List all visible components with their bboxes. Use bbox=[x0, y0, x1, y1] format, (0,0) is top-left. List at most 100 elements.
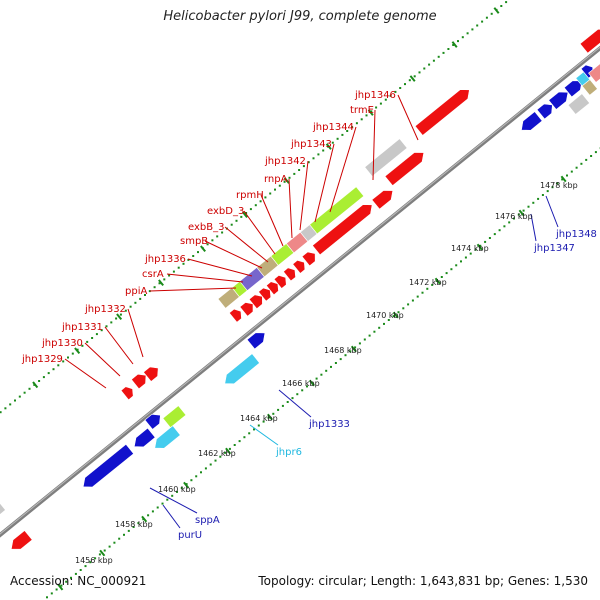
tick-mark bbox=[367, 109, 374, 116]
leader-line bbox=[372, 109, 376, 181]
tick-dot bbox=[50, 592, 53, 595]
gene-label: jhp1347 bbox=[533, 243, 575, 254]
leader-line bbox=[64, 358, 107, 389]
tick-dot bbox=[394, 90, 397, 93]
tick-dot bbox=[532, 201, 535, 204]
label-leader-lines bbox=[64, 94, 559, 529]
tick-dot bbox=[298, 169, 301, 171]
tick-dot bbox=[243, 436, 246, 439]
tick-dot bbox=[546, 190, 549, 193]
tick-dot bbox=[428, 63, 431, 66]
tick-dot bbox=[320, 373, 323, 376]
gene-arrow bbox=[0, 502, 6, 515]
tick-dot bbox=[580, 162, 583, 165]
tick-dot bbox=[566, 174, 568, 177]
tick-dot bbox=[522, 209, 525, 212]
tick-dot bbox=[166, 498, 169, 501]
tick-dot bbox=[344, 354, 347, 357]
tick-dot bbox=[168, 274, 171, 277]
tick-dot bbox=[442, 51, 445, 54]
tick-dot bbox=[182, 262, 185, 265]
tick-dot bbox=[296, 393, 299, 396]
tick-dot bbox=[503, 225, 506, 228]
tick-dot bbox=[278, 184, 281, 187]
tick-dot bbox=[134, 301, 137, 304]
leader-line bbox=[149, 287, 237, 292]
tick-dot bbox=[402, 307, 405, 310]
tick-dot bbox=[42, 376, 45, 379]
gene-arrow bbox=[563, 80, 583, 98]
tick-mark bbox=[225, 447, 232, 455]
tick-mark bbox=[267, 413, 273, 421]
tick-dot bbox=[9, 403, 12, 406]
tick-dot bbox=[411, 299, 414, 302]
gene-arrow bbox=[258, 287, 272, 302]
tick-dot bbox=[139, 297, 142, 300]
gene-arrow bbox=[292, 259, 306, 274]
backbone-line bbox=[0, 45, 600, 538]
tick-dot bbox=[291, 397, 294, 400]
tick-dot bbox=[245, 212, 248, 214]
tick-dot bbox=[383, 322, 385, 325]
genome-summary-text: Topology: circular; Length: 1,643,831 bp… bbox=[258, 574, 588, 588]
tick-dot bbox=[370, 110, 373, 113]
tick-dot bbox=[180, 487, 183, 489]
scale-tick-label: 1470 kbp bbox=[366, 311, 404, 320]
tick-dot bbox=[115, 317, 118, 320]
tick-dot bbox=[148, 290, 151, 293]
tick-dot bbox=[65, 580, 68, 583]
tick-dot bbox=[416, 295, 419, 298]
tick-dot bbox=[233, 444, 236, 446]
leader-line bbox=[530, 213, 537, 242]
tick-dot bbox=[249, 208, 252, 211]
tick-dot bbox=[307, 161, 310, 164]
tick-dot bbox=[330, 365, 332, 368]
tick-dot bbox=[368, 334, 371, 337]
gene-arrow bbox=[133, 427, 156, 448]
tick-dot bbox=[471, 28, 474, 31]
scale-tick-label: 1458 kbp bbox=[115, 520, 153, 529]
gene-arrow bbox=[265, 281, 279, 296]
map-title: Helicobacter pylori J99, complete genome bbox=[163, 9, 437, 24]
gene-arrow bbox=[82, 443, 135, 488]
tick-mark bbox=[308, 379, 315, 387]
gene-label: jhp1348 bbox=[555, 229, 597, 240]
tick-dot bbox=[488, 237, 491, 239]
gene-label: jhp1330 bbox=[41, 338, 83, 349]
tick-dot bbox=[147, 514, 150, 517]
gene-label: jhp1331 bbox=[61, 322, 103, 333]
tick-mark bbox=[350, 345, 357, 353]
tick-dot bbox=[18, 395, 21, 398]
tick-dot bbox=[240, 215, 243, 218]
tick-dot bbox=[67, 356, 69, 359]
tick-dot bbox=[137, 522, 140, 525]
leader-line bbox=[224, 226, 269, 263]
tick-mark bbox=[392, 311, 399, 319]
tick-mark bbox=[74, 347, 81, 355]
tick-dot bbox=[200, 471, 202, 474]
tick-dot bbox=[365, 114, 368, 117]
tick-dot bbox=[408, 79, 411, 82]
tick-dot bbox=[379, 102, 382, 105]
tick-dot bbox=[235, 219, 238, 222]
tick-dot bbox=[397, 311, 400, 314]
tick-dot bbox=[259, 200, 262, 203]
tick-dot bbox=[527, 205, 530, 208]
scale-tick-label: 1464 kbp bbox=[240, 414, 278, 423]
tick-mark bbox=[283, 177, 290, 184]
backbone-highlight bbox=[0, 46, 600, 535]
gene-label: jhp1343 bbox=[290, 139, 332, 150]
gene-arrow bbox=[154, 425, 181, 449]
tick-mark bbox=[183, 481, 190, 489]
leader-line bbox=[127, 308, 144, 358]
tick-mark bbox=[241, 211, 248, 219]
tick-dot bbox=[315, 377, 318, 380]
tick-dot bbox=[358, 342, 361, 345]
tick-dot bbox=[119, 313, 122, 316]
gene-label: sppA bbox=[195, 515, 220, 526]
gene-arrow bbox=[579, 28, 600, 54]
tick-dot bbox=[79, 569, 82, 571]
tick-dot bbox=[445, 272, 448, 275]
tick-dot bbox=[91, 337, 94, 339]
